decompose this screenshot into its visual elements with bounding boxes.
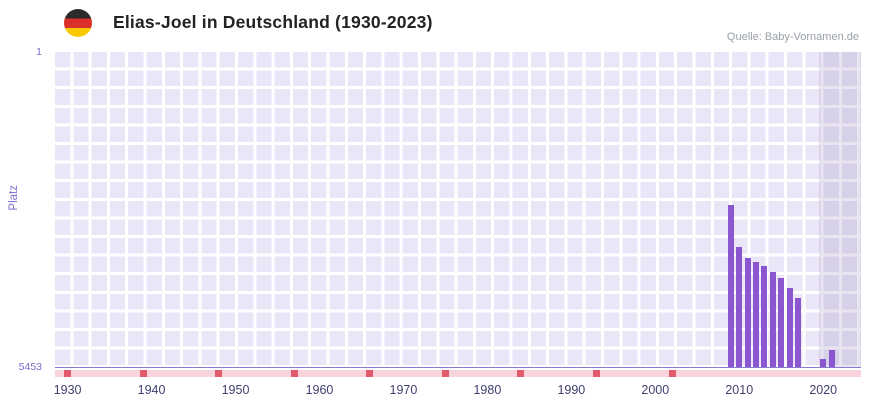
recent-years-shaded-region: [819, 52, 861, 367]
no-data-marker-1966: [366, 370, 374, 377]
rank-bar-2020: [820, 358, 827, 367]
x-tick-1970: 1970: [389, 383, 418, 397]
no-data-marker-1957: [290, 370, 298, 377]
y-axis-label: Platz: [8, 185, 20, 211]
x-tick-1950: 1950: [221, 383, 250, 397]
rank-bar-2011: [744, 257, 751, 367]
y-tick-best-rank: 1: [36, 46, 42, 58]
no-data-marker-1930: [64, 370, 72, 377]
baseline-band: [55, 370, 861, 377]
rank-bar-2010: [736, 246, 743, 367]
plot-area: [55, 52, 861, 368]
rank-bar-2012: [753, 262, 760, 367]
x-tick-2010: 2010: [725, 383, 754, 397]
no-data-marker-1993: [593, 370, 601, 377]
x-tick-1980: 1980: [473, 383, 502, 397]
chart-title: Elias-Joel in Deutschland (1930-2023): [113, 12, 433, 32]
no-data-marker-2002: [668, 370, 676, 377]
no-data-marker-1975: [441, 370, 449, 377]
source-credit: Quelle: Baby-Vornamen.de: [726, 31, 859, 43]
x-tick-1930: 1930: [53, 383, 82, 397]
rank-bar-2017: [795, 297, 802, 367]
rank-bar-2014: [769, 271, 776, 367]
rank-bar-2009: [727, 204, 734, 367]
rank-bar-2021: [828, 350, 835, 367]
no-data-marker-1984: [517, 370, 525, 377]
x-tick-1990: 1990: [557, 383, 586, 397]
x-tick-1960: 1960: [305, 383, 334, 397]
no-data-marker-1948: [215, 370, 223, 377]
rank-bar-2013: [761, 266, 768, 367]
rank-bar-2016: [786, 287, 793, 367]
x-tick-2000: 2000: [641, 383, 670, 397]
x-tick-1940: 1940: [137, 383, 166, 397]
german-flag-icon: [64, 9, 92, 37]
y-tick-worst-rank: 5453: [18, 361, 42, 373]
x-tick-2020: 2020: [809, 383, 838, 397]
no-data-marker-1939: [139, 370, 147, 377]
rank-bar-2015: [778, 277, 785, 367]
